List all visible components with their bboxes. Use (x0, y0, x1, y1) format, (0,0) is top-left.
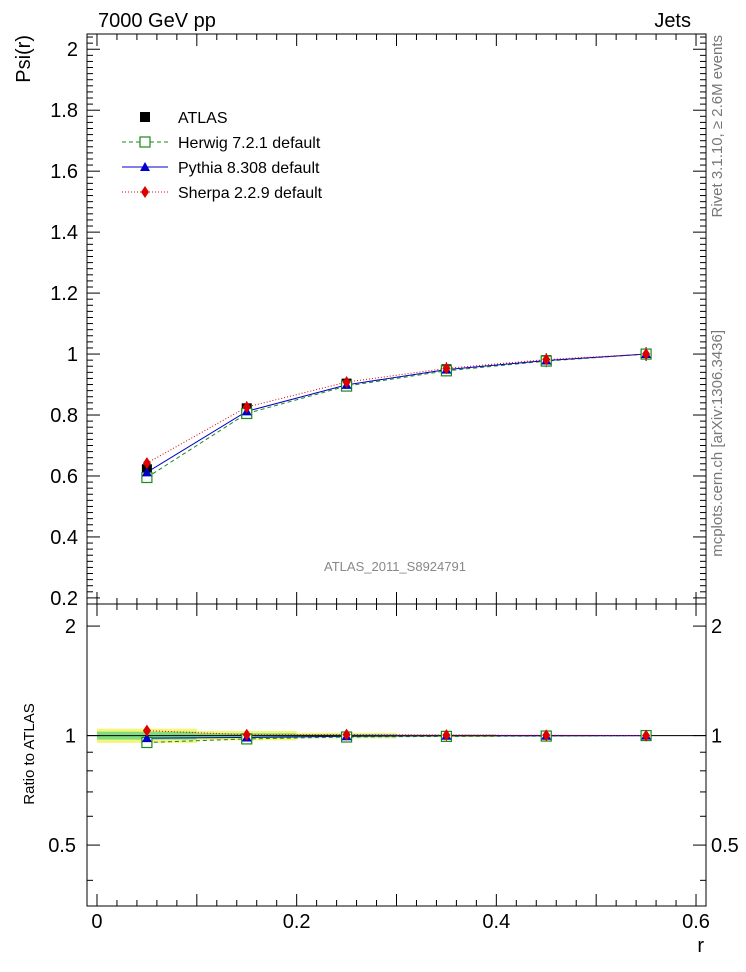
legend-marker (139, 136, 151, 148)
y-tick-label: 2 (67, 39, 78, 61)
legend-label: ATLAS (178, 110, 228, 127)
y-tick-label: 1.6 (50, 161, 78, 183)
x-tick-label: 0 (91, 911, 102, 933)
ratio-y-tick-label-right: 1 (711, 726, 722, 748)
ratio-data-point (142, 724, 151, 737)
ratio-y-tick-label: 2 (65, 616, 76, 638)
side-label-top: Rivet 3.1.10, ≥ 2.6M events (709, 35, 726, 218)
analysis-tag: ATLAS_2011_S8924791 (324, 559, 466, 574)
header-left: 7000 GeV pp (98, 10, 216, 32)
legend-marker (140, 112, 150, 122)
data-point (242, 401, 251, 414)
side-label-bottom: mcplots.cern.ch [arXiv:1306.3436] (709, 330, 726, 557)
data-point (342, 376, 351, 389)
y-tick-label: 0.4 (50, 527, 78, 549)
y-tick-label: 1.4 (50, 222, 78, 244)
ratio-data-point (141, 733, 152, 743)
x-tick-label: 0.2 (283, 911, 311, 933)
ratio-y-tick-label-right: 2 (711, 616, 722, 638)
header-right: Jets (654, 10, 691, 32)
ratio-series-line (146, 730, 647, 737)
y-tick-label: 1 (67, 344, 78, 366)
ratio-data-point (242, 728, 251, 741)
ratio-data-point (442, 729, 451, 742)
ratio-y-tick-label: 1 (65, 726, 76, 748)
data-point (442, 362, 451, 375)
x-tick-label: 0.6 (682, 911, 710, 933)
legend-label: Herwig 7.2.1 default (178, 135, 321, 152)
x-tick-label: 0.4 (482, 911, 510, 933)
ratio-frame (86, 603, 707, 907)
ratio-ylabel: Ratio to ATLAS (21, 703, 38, 804)
y-tick-label: 1.2 (50, 283, 78, 305)
data-point (142, 457, 151, 470)
ratio-series-line (146, 735, 647, 739)
data-point (642, 348, 651, 361)
series-line (146, 353, 647, 478)
y-tick-label: 0.6 (50, 466, 78, 488)
ratio-data-point (342, 728, 351, 741)
ratio-y-tick-label: 0.5 (48, 835, 76, 857)
data-point (141, 467, 152, 477)
y-tick-label: 0.2 (50, 588, 78, 610)
y-tick-label: 0.8 (50, 405, 78, 427)
x-axis-label: r (697, 935, 704, 957)
series-line (146, 353, 647, 473)
y-tick-label: 1.8 (50, 100, 78, 122)
ratio-y-tick-label-right: 0.5 (711, 835, 739, 857)
legend-label: Pythia 8.308 default (178, 160, 320, 177)
legend-label: Sherpa 2.2.9 default (178, 185, 323, 202)
ratio-data-point (542, 729, 551, 742)
legend-marker (141, 186, 149, 198)
series-line (146, 353, 647, 464)
ratio-data-point (642, 729, 651, 742)
data-point (542, 353, 551, 366)
legend-marker (140, 162, 150, 171)
main-ylabel: Psi(r) (13, 35, 35, 83)
